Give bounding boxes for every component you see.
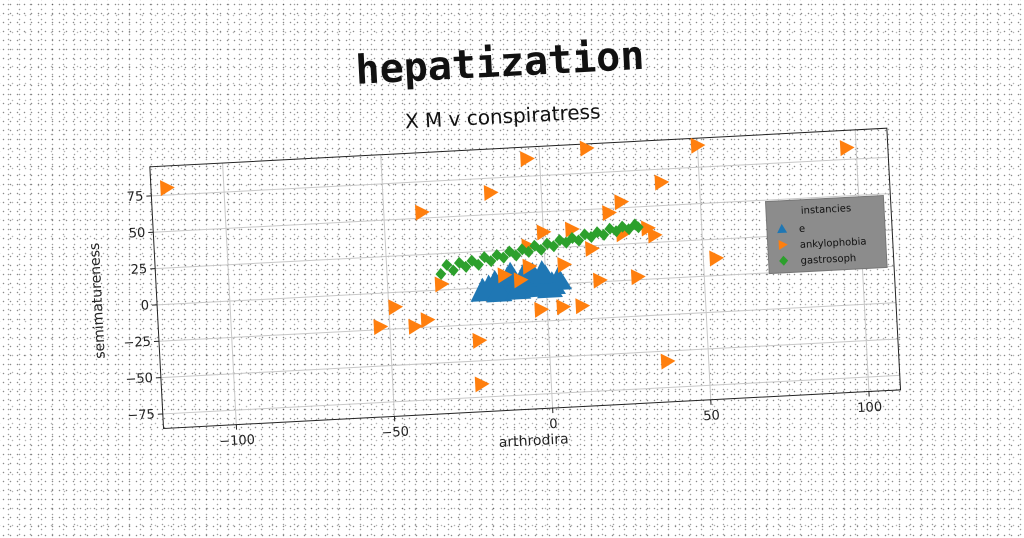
x-tick-label: −50: [381, 425, 409, 441]
point-ankylophobia: [575, 298, 590, 315]
x-gridline: [697, 138, 711, 400]
y-tick-label: 25: [130, 262, 147, 278]
axis-ticks: −100 −50 0 50 100 −75 −50 −25 0 25 50 75: [116, 151, 883, 454]
point-ankylophobia: [160, 179, 175, 196]
y-gridline: [163, 375, 900, 414]
x-gridline: [223, 163, 237, 425]
y-tick-label: 50: [128, 226, 145, 242]
point-ankylophobia: [661, 353, 676, 370]
x-axis-label: arthrodira: [498, 431, 569, 451]
point-ankylophobia: [709, 250, 724, 267]
point-ankylophobia: [421, 311, 436, 328]
y-axis-label: semimatureness: [87, 242, 109, 359]
point-ankylophobia: [557, 256, 572, 273]
y-tick-label: −25: [123, 335, 151, 351]
point-ankylophobia: [373, 318, 388, 335]
y-tick-label: 75: [126, 189, 143, 205]
y-gridline: [159, 303, 896, 342]
legend-label-e: e: [799, 224, 806, 235]
point-ankylophobia: [484, 184, 499, 201]
point-ankylophobia: [580, 140, 595, 157]
point-ankylophobia: [585, 240, 600, 257]
point-ankylophobia: [654, 174, 669, 191]
point-ankylophobia: [556, 299, 571, 316]
y-tick-label: −75: [127, 407, 155, 423]
point-ankylophobia: [840, 139, 855, 156]
x-tick-label: 50: [703, 408, 720, 424]
y-gridline: [151, 157, 888, 196]
x-tick-label: −100: [219, 433, 255, 450]
data-points: [159, 126, 866, 408]
y-tick-label: 0: [140, 298, 149, 313]
point-ankylophobia: [593, 272, 608, 289]
x-tick-label: 100: [857, 400, 883, 416]
point-ankylophobia: [648, 227, 663, 244]
point-ankylophobia: [520, 150, 535, 167]
y-tick-label: −50: [125, 371, 153, 387]
point-ankylophobia: [388, 299, 403, 316]
point-ankylophobia: [631, 268, 646, 285]
point-ankylophobia: [472, 332, 487, 349]
x-tick-label: 0: [549, 417, 558, 432]
x-gridline: [381, 155, 395, 417]
point-ankylophobia: [475, 376, 490, 393]
y-gridline: [161, 339, 898, 378]
